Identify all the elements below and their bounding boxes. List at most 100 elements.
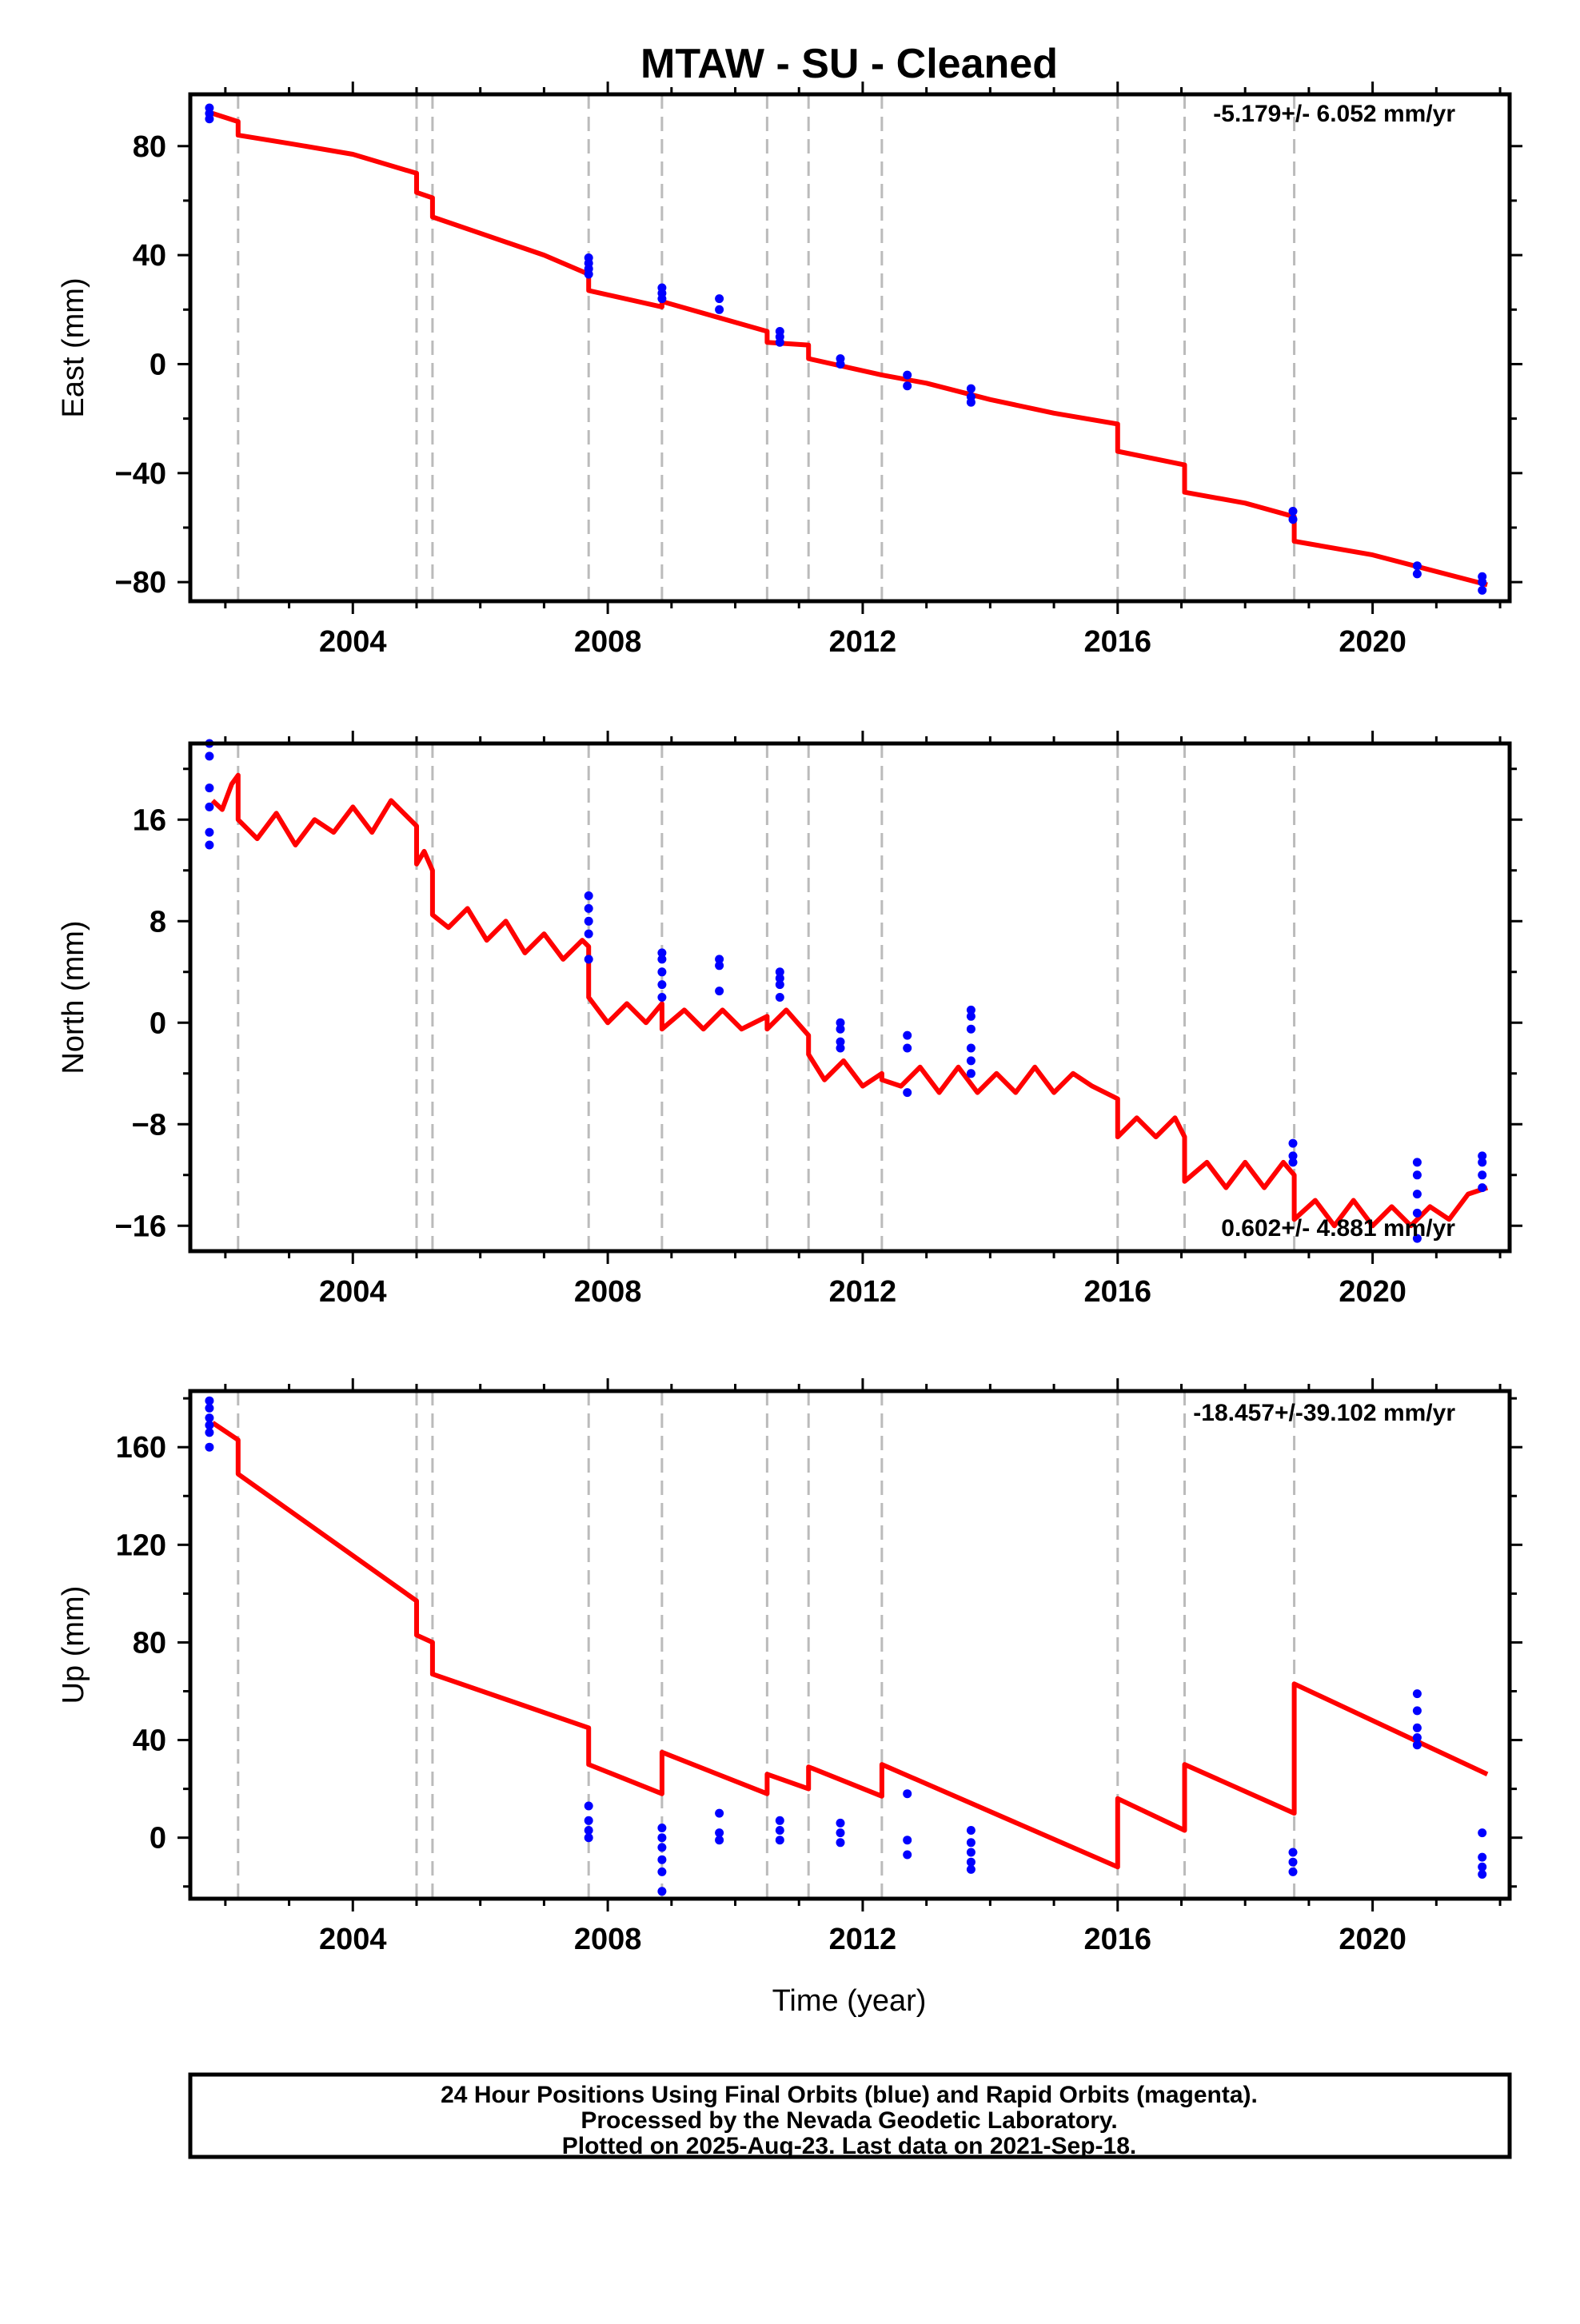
panel-north: 2004 2008 2012 2016 2020 −16 −8 0 8 16 North (mm) 0… xyxy=(57,731,1522,1309)
y-axis-label-north: North (mm) xyxy=(57,920,90,1074)
x-tick-label: 2020 xyxy=(1339,1923,1406,1956)
data-point xyxy=(1288,1848,1298,1857)
data-point xyxy=(205,1403,214,1413)
data-point xyxy=(584,955,593,964)
data-point xyxy=(657,294,667,304)
data-point xyxy=(966,1857,976,1867)
data-point xyxy=(205,840,214,850)
data-point xyxy=(903,370,912,380)
data-point xyxy=(966,1011,976,1021)
rate-annotation-north: 0.602+/- 4.881 mm/yr xyxy=(1221,1215,1455,1242)
x-axis-label: Time (year) xyxy=(772,1984,927,2018)
data-point xyxy=(966,1838,976,1848)
data-point xyxy=(715,305,724,314)
y-tick-label: −40 xyxy=(115,457,166,491)
data-point xyxy=(657,1833,667,1843)
rate-annotation-east: -5.179+/- 6.052 mm/yr xyxy=(1213,101,1455,127)
data-point xyxy=(836,1043,845,1053)
data-point xyxy=(205,1421,214,1430)
data-point xyxy=(903,1030,912,1040)
data-point xyxy=(715,955,724,964)
data-point xyxy=(966,1864,976,1874)
data-point xyxy=(1412,1170,1422,1180)
data-point xyxy=(1288,1138,1298,1148)
y-tick-label: 16 xyxy=(133,803,166,837)
data-point xyxy=(775,1836,784,1845)
data-point xyxy=(584,891,593,900)
panel-east: 2004 2008 2012 2016 2020 −80 −40 0 40 80 East (mm)… xyxy=(57,82,1522,659)
data-point xyxy=(836,360,845,369)
data-point xyxy=(584,1801,593,1811)
x-tick-label: 2012 xyxy=(829,1275,897,1309)
data-point xyxy=(1478,577,1487,587)
data-point xyxy=(584,1826,593,1835)
data-point xyxy=(775,1826,784,1835)
data-point xyxy=(903,1850,912,1860)
data-point xyxy=(1478,1151,1487,1161)
data-point xyxy=(836,1828,845,1838)
data-point xyxy=(1288,1857,1298,1867)
plot-frame-up xyxy=(188,1389,1512,1901)
y-tick-label: −80 xyxy=(115,566,166,600)
data-point xyxy=(1412,1208,1422,1218)
data-point xyxy=(966,397,976,407)
y-tick-label: 8 xyxy=(150,905,166,939)
data-point xyxy=(1412,1689,1422,1699)
data-point xyxy=(715,987,724,996)
x-tick-label: 2008 xyxy=(574,1923,642,1956)
data-point xyxy=(1412,1733,1422,1742)
data-point xyxy=(584,916,593,926)
data-point xyxy=(1478,1852,1487,1862)
data-point xyxy=(1412,1706,1422,1716)
data-point xyxy=(903,1088,912,1098)
data-point xyxy=(966,1069,976,1078)
data-point xyxy=(584,903,593,913)
data-point xyxy=(657,1867,667,1876)
data-point xyxy=(775,993,784,1002)
x-tick-label: 2016 xyxy=(1084,1275,1152,1309)
y-tick-label: 160 xyxy=(116,1431,166,1465)
data-point xyxy=(657,1843,667,1852)
data-point xyxy=(657,1855,667,1864)
y-tick-label: 80 xyxy=(133,1626,166,1660)
data-point xyxy=(1288,1867,1298,1876)
data-point xyxy=(657,967,667,977)
data-point xyxy=(1478,1183,1487,1193)
data-point xyxy=(1412,1234,1422,1243)
panel-up: 2004 2008 2012 2016 2020 0 40 80 120 160 Up (mm) -1… xyxy=(57,1378,1522,1956)
data-point xyxy=(966,1024,976,1034)
x-tick-label: 2016 xyxy=(1084,1923,1152,1956)
data-point xyxy=(657,948,667,958)
data-point xyxy=(775,974,784,983)
data-point xyxy=(205,1442,214,1452)
x-tick-label: 2008 xyxy=(574,625,642,659)
data-point xyxy=(966,1056,976,1066)
data-point xyxy=(966,1826,976,1835)
data-point xyxy=(715,1808,724,1818)
x-tick-label: 2016 xyxy=(1084,625,1152,659)
data-point xyxy=(966,384,976,393)
data-point xyxy=(205,783,214,793)
data-point xyxy=(205,802,214,811)
x-tick-label: 2020 xyxy=(1339,1275,1406,1309)
footer-line-1: 24 Hour Positions Using Final Orbits (bl… xyxy=(441,2082,1258,2108)
data-point xyxy=(715,1836,724,1845)
data-point xyxy=(966,1005,976,1015)
data-point xyxy=(1288,515,1298,524)
data-point xyxy=(836,1018,845,1027)
plot-frame-east xyxy=(188,92,1512,604)
x-tick-label: 2008 xyxy=(574,1275,642,1309)
data-point xyxy=(205,1413,214,1423)
data-point xyxy=(966,1848,976,1857)
data-point xyxy=(836,1037,845,1046)
data-point xyxy=(1478,1862,1487,1872)
data-point xyxy=(584,1833,593,1843)
data-point xyxy=(205,1428,214,1437)
x-tick-label: 2020 xyxy=(1339,625,1406,659)
data-point xyxy=(205,827,214,837)
data-point xyxy=(1412,569,1422,579)
x-tick-label: 2004 xyxy=(319,625,387,659)
